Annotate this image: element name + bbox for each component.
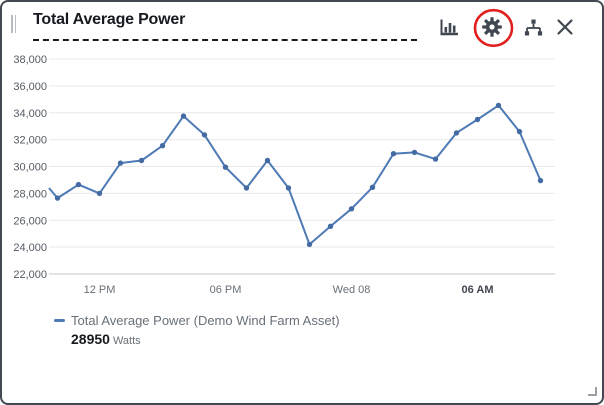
data-point[interactable] xyxy=(411,149,418,156)
widget-title: Total Average Power xyxy=(33,11,186,28)
data-point[interactable] xyxy=(180,113,187,119)
y-axis-tick-label: 30,000 xyxy=(13,162,47,174)
y-axis-tick-label: 32,000 xyxy=(13,135,47,147)
latest-value: 28950 xyxy=(71,331,110,347)
line-chart[interactable]: 38,000 36,000 34,000 32,000 30,000 28,000 26,0… xyxy=(2,48,604,306)
data-point[interactable] xyxy=(285,185,292,191)
data-point[interactable] xyxy=(96,190,103,197)
title-dashed-underline xyxy=(33,39,417,41)
legend-series-label[interactable]: Total Average Power (Demo Wind Farm Asse… xyxy=(71,313,340,328)
gear-icon xyxy=(480,15,504,39)
x-axis-tick-label: Wed 08 xyxy=(333,284,371,296)
y-axis-tick-label: 36,000 xyxy=(13,81,47,93)
chart-legend: Total Average Power (Demo Wind Farm Asse… xyxy=(54,313,340,349)
data-point[interactable] xyxy=(75,181,82,188)
y-axis-tick-label: 28,000 xyxy=(13,188,47,200)
data-point[interactable] xyxy=(369,184,376,190)
data-point[interactable] xyxy=(264,157,271,164)
data-point[interactable] xyxy=(327,223,334,229)
hierarchy-icon xyxy=(521,16,545,39)
data-point[interactable] xyxy=(453,130,460,136)
value-unit: Watts xyxy=(112,335,141,347)
data-point[interactable] xyxy=(54,195,61,201)
data-point[interactable] xyxy=(306,241,313,248)
data-point[interactable] xyxy=(117,160,124,166)
data-point[interactable] xyxy=(495,102,502,109)
series-line xyxy=(48,104,542,246)
data-point[interactable] xyxy=(138,157,145,164)
data-point[interactable] xyxy=(474,116,481,123)
legend-line-swatch xyxy=(54,319,65,322)
data-point[interactable] xyxy=(537,177,544,184)
settings-button[interactable] xyxy=(480,15,504,39)
bar-chart-icon xyxy=(437,16,461,38)
y-axis-tick-label: 24,000 xyxy=(13,242,47,254)
data-point[interactable] xyxy=(159,143,166,149)
y-axis-tick-label: 26,000 xyxy=(13,215,47,227)
close-button[interactable] xyxy=(553,15,577,39)
data-point[interactable] xyxy=(243,185,250,191)
x-axis-tick-label: 06 AM xyxy=(462,284,494,296)
x-axis-tick-label: 06 PM xyxy=(210,284,242,296)
y-axis-tick-label: 38,000 xyxy=(13,54,47,66)
y-axis-tick-label: 34,000 xyxy=(13,108,47,120)
data-point[interactable] xyxy=(432,156,439,162)
bar-chart-button[interactable] xyxy=(437,15,461,39)
data-point[interactable] xyxy=(201,132,208,138)
data-point[interactable] xyxy=(348,206,355,212)
data-point[interactable] xyxy=(516,128,523,135)
close-icon xyxy=(553,17,577,37)
data-point[interactable] xyxy=(390,151,397,157)
data-point[interactable] xyxy=(222,164,229,170)
x-axis-tick-label: 12 PM xyxy=(84,284,116,296)
hierarchy-button[interactable] xyxy=(521,15,545,39)
resize-handle-icon[interactable] xyxy=(586,384,598,396)
y-axis-tick-label: 22,000 xyxy=(13,269,47,281)
drag-handle-icon[interactable] xyxy=(11,15,19,33)
